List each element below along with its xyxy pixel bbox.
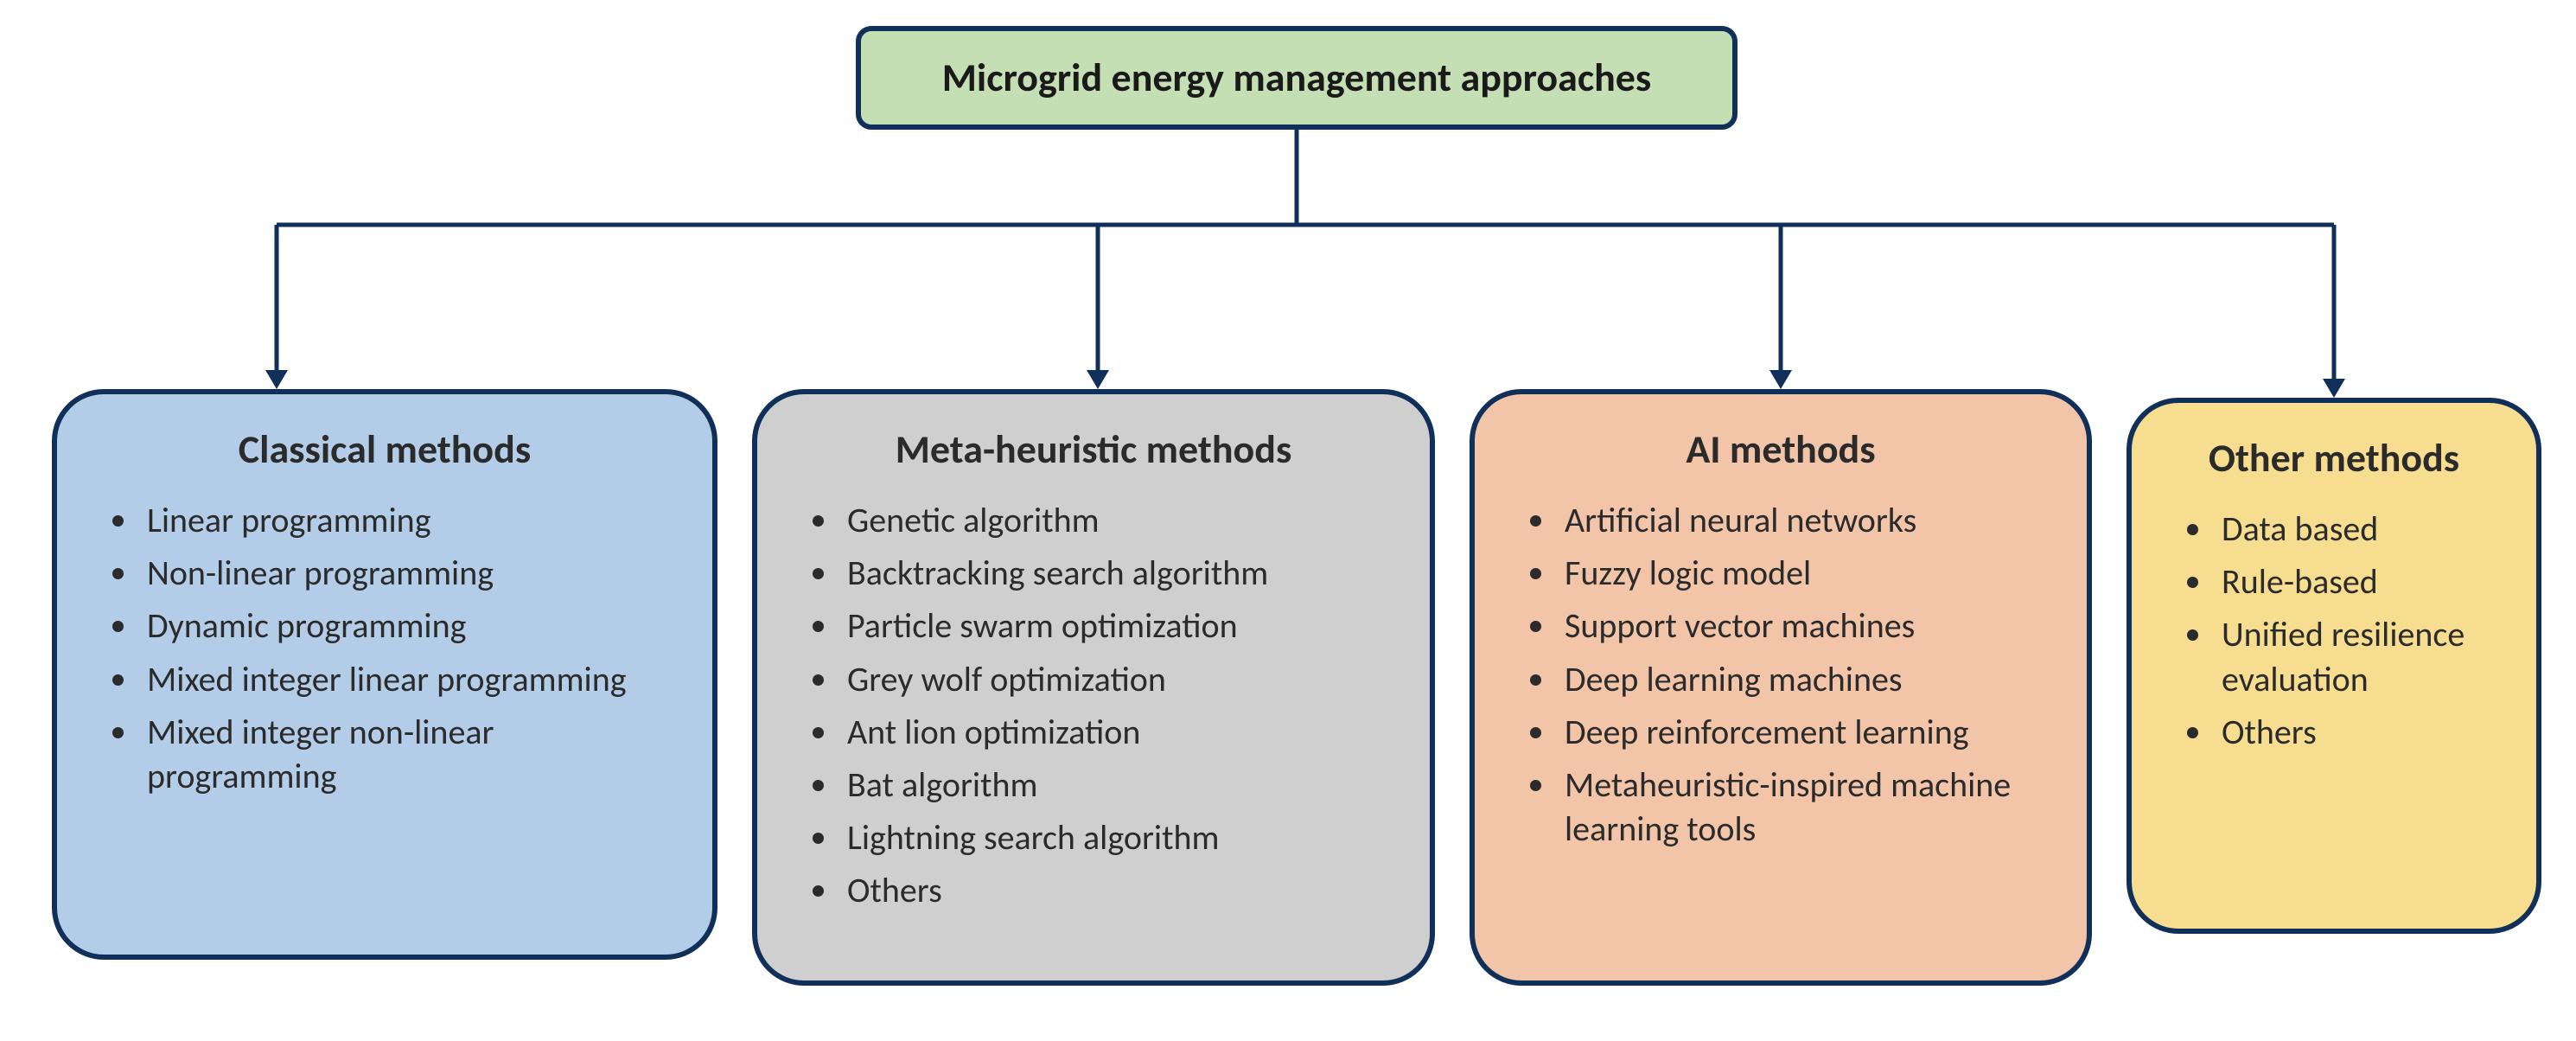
list-item: Deep learning machines [1558, 657, 2052, 701]
list-item: Unified resilience evaluation [2215, 612, 2502, 700]
child-title: Classical methods [92, 425, 678, 474]
list-item: Data based [2215, 507, 2502, 551]
child-items: Artificial neural networks Fuzzy logic mo… [1509, 498, 2052, 851]
child-title: Meta-heuristic methods [792, 425, 1395, 474]
child-node: AI methods Artificial neural networks Fuzz… [1470, 389, 2092, 986]
child-node: Other methods Data based Rule-based Unified… [2126, 398, 2541, 934]
list-item: Particle swarm optimization [840, 604, 1395, 648]
list-item: Linear programming [140, 498, 678, 542]
list-item: Bat algorithm [840, 763, 1395, 807]
list-item: Backtracking search algorithm [840, 551, 1395, 595]
list-item: Lightning search algorithm [840, 815, 1395, 859]
child-title: Other methods [2166, 434, 2502, 482]
child-node: Classical methods Linear programming Non-l… [52, 389, 717, 960]
list-item: Non-linear programming [140, 551, 678, 595]
list-item: Others [840, 868, 1395, 912]
list-item: Deep reinforcement learning [1558, 710, 2052, 754]
child-node: Meta-heuristic methods Genetic algorithm B… [752, 389, 1435, 986]
list-item: Ant lion optimization [840, 710, 1395, 754]
list-item: Rule-based [2215, 559, 2502, 604]
child-items: Linear programming Non-linear programming… [92, 498, 678, 798]
list-item: Grey wolf optimization [840, 657, 1395, 701]
list-item: Artificial neural networks [1558, 498, 2052, 542]
list-item: Support vector machines [1558, 604, 2052, 648]
child-items: Data based Rule-based Unified resilience e… [2166, 507, 2502, 754]
list-item: Fuzzy logic model [1558, 551, 2052, 595]
list-item: Dynamic programming [140, 604, 678, 648]
list-item: Others [2215, 710, 2502, 754]
list-item: Mixed integer linear programming [140, 657, 678, 701]
list-item: Metaheuristic-inspired machine learning … [1558, 763, 2052, 851]
child-title: AI methods [1509, 425, 2052, 474]
list-item: Mixed integer non-linear programming [140, 710, 678, 798]
list-item: Genetic algorithm [840, 498, 1395, 542]
root-node: Microgrid energy management approaches [856, 26, 1738, 130]
root-label: Microgrid energy management approaches [942, 54, 1652, 102]
diagram-canvas: Microgrid energy management approaches C… [0, 0, 2576, 1041]
child-items: Genetic algorithm Backtracking search alg… [792, 498, 1395, 913]
